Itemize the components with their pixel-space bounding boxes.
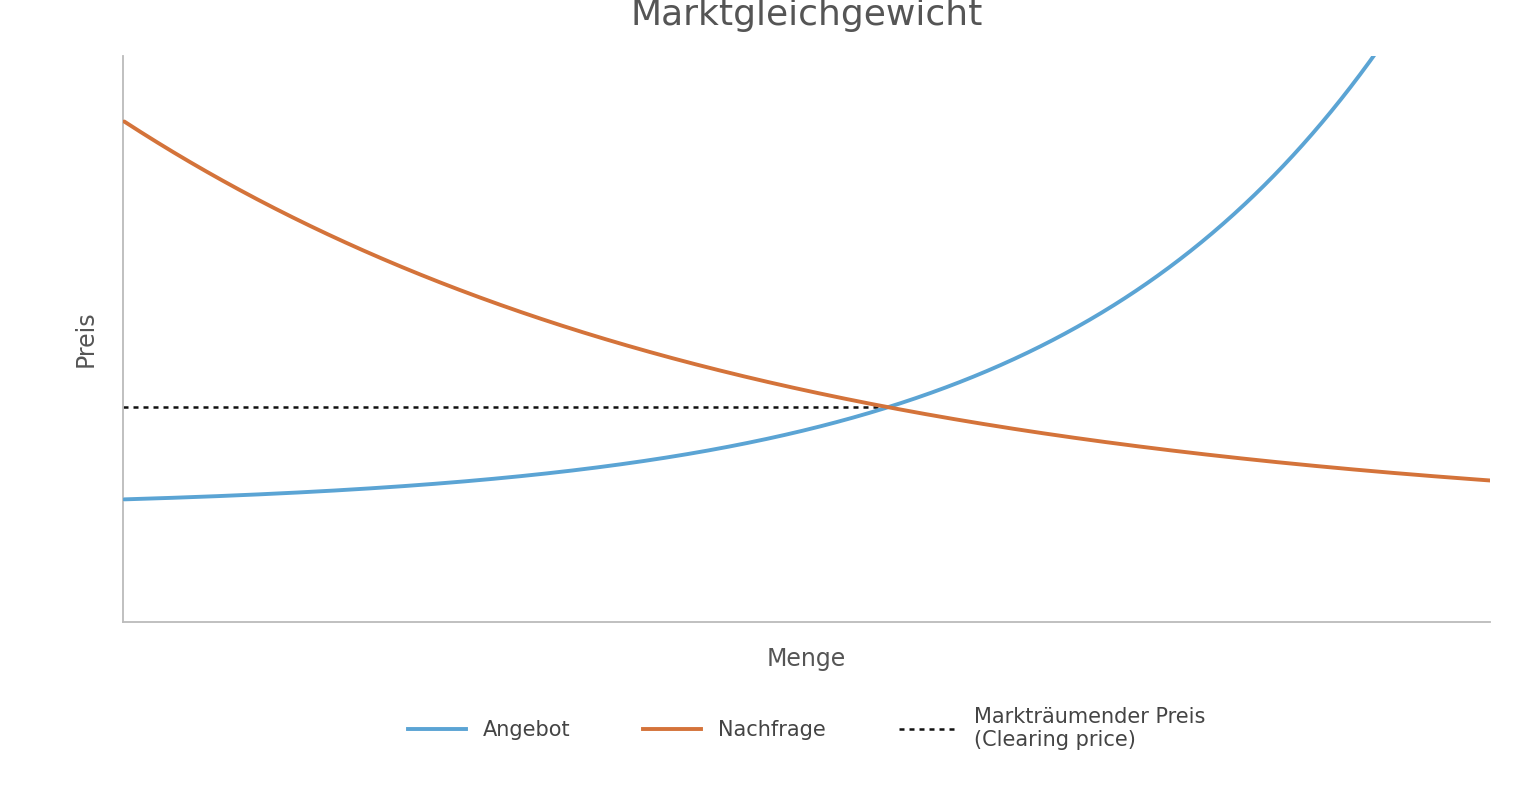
X-axis label: Menge: Menge [766, 647, 846, 671]
Title: Marktgleichgewicht: Marktgleichgewicht [630, 0, 983, 32]
Legend: Angebot, Nachfrage, Markträumender Preis
(Clearing price): Angebot, Nachfrage, Markträumender Preis… [407, 706, 1206, 749]
Y-axis label: Preis: Preis [74, 311, 98, 367]
